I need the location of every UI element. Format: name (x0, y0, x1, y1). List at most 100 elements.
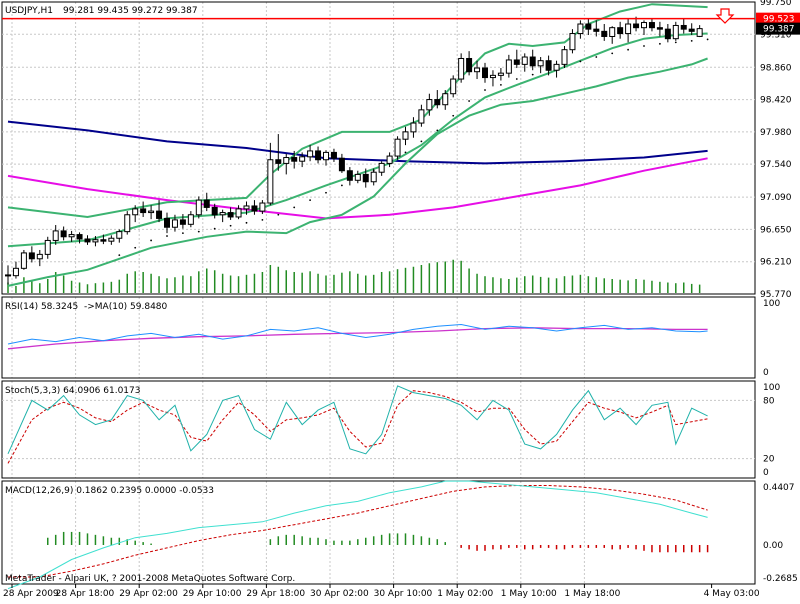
candle (251, 200, 258, 215)
candle (195, 196, 202, 219)
price-axis-tick: 96.210 (760, 258, 792, 268)
candle-body-bull (235, 208, 242, 218)
candle (482, 62, 488, 83)
candle-body-bear (140, 208, 147, 214)
candle-body-bull (44, 239, 51, 255)
sar-dot (659, 42, 661, 45)
candle (259, 200, 266, 215)
candle (569, 29, 576, 54)
moving-average-mid-line (7, 157, 708, 220)
candle (243, 201, 250, 215)
candle (299, 152, 306, 168)
candle (44, 236, 51, 259)
candle-body-bear (338, 157, 345, 172)
candle-body-bear (28, 252, 35, 260)
candle-body-bull (171, 219, 178, 228)
candle (418, 104, 425, 127)
candle-body-bull (116, 231, 123, 239)
candle-body-bull (52, 230, 59, 241)
candle (410, 117, 417, 138)
copyright-text: MetaTrader - Alpari UK, ? 2001-2008 Meta… (5, 574, 295, 584)
price-panel-frame (1, 1, 756, 295)
candle-body-bear (330, 151, 337, 159)
candle-body-bull (672, 24, 679, 40)
candle-body-bear (5, 274, 11, 277)
candle-body-bull (394, 138, 401, 157)
sar-dot (404, 151, 407, 154)
candle (402, 126, 409, 146)
candle (76, 232, 83, 244)
candle (593, 20, 600, 37)
time-axis-label: 28 Apr 2009 (3, 589, 59, 599)
candle-body-bull (132, 208, 139, 216)
candle (505, 54, 512, 78)
candle-body-bull (20, 252, 27, 269)
sar-dot (309, 199, 311, 201)
sar-dot (166, 235, 168, 237)
candle-body-bear (156, 210, 163, 219)
candle (601, 24, 608, 41)
candle-body-bull (354, 173, 361, 181)
price-level-label: 99.523 (763, 15, 795, 25)
candle-body-bull (259, 202, 266, 212)
price-axis-tick: 98.420 (760, 96, 792, 106)
candle-body-bull (243, 205, 250, 210)
candle (346, 167, 353, 186)
candle-body-bear (482, 67, 488, 79)
rsi-ma-legend: ->MA(10) 59.8480 (84, 302, 168, 312)
candle-body-bull (450, 78, 457, 95)
candle-body-bear (251, 205, 258, 212)
candle (521, 53, 528, 72)
macd-axis-tick: 0.00 (763, 541, 783, 551)
candle (474, 60, 481, 80)
candle (315, 146, 322, 164)
candle-body-bull (307, 150, 314, 158)
current-price-tag (756, 22, 800, 35)
candle-body-bull (36, 253, 43, 260)
candle-body-bull (521, 56, 528, 65)
candle (450, 75, 457, 98)
candle (338, 153, 345, 173)
candle-body-bull (148, 210, 155, 214)
candle (267, 142, 274, 206)
candle-body-bull (187, 214, 194, 225)
macd-grid (11, 481, 585, 584)
candle (672, 21, 679, 41)
candle-body-bull (625, 23, 632, 35)
rsi-panel-frame (1, 296, 756, 379)
candle (20, 249, 27, 270)
sar-dot (118, 254, 121, 257)
candle-body-bull (12, 267, 19, 277)
candle-body-bull (474, 67, 481, 73)
candle (442, 90, 449, 110)
candle-body-bull (489, 74, 496, 79)
sar-dot (452, 114, 455, 117)
candle (171, 214, 178, 232)
candle (108, 235, 115, 245)
candle (156, 200, 163, 223)
candle-body-bear (434, 99, 441, 106)
price-axis-tick: 95.770 (760, 290, 792, 300)
sar-dot (690, 39, 693, 42)
candle (577, 20, 584, 39)
candle-body-bear (656, 27, 663, 30)
time-axis-label: 1 May 10:00 (501, 589, 557, 599)
stoch-axis-tick: 20 (763, 455, 775, 465)
sar-dot (627, 48, 629, 51)
candle-body-bull (569, 33, 576, 51)
candle (529, 49, 536, 71)
candle-body-bear (648, 22, 655, 29)
candle-body-bull (323, 151, 329, 161)
candle-body-bear (601, 30, 608, 37)
candle-body-bull (418, 109, 425, 124)
sar-dot (643, 45, 645, 47)
candle (187, 211, 194, 228)
volume-bars (7, 259, 701, 293)
candles (5, 16, 703, 285)
sar-dot (229, 224, 232, 227)
candle (609, 26, 616, 44)
candle-body-bull (561, 49, 568, 65)
macd-histogram (47, 531, 709, 553)
